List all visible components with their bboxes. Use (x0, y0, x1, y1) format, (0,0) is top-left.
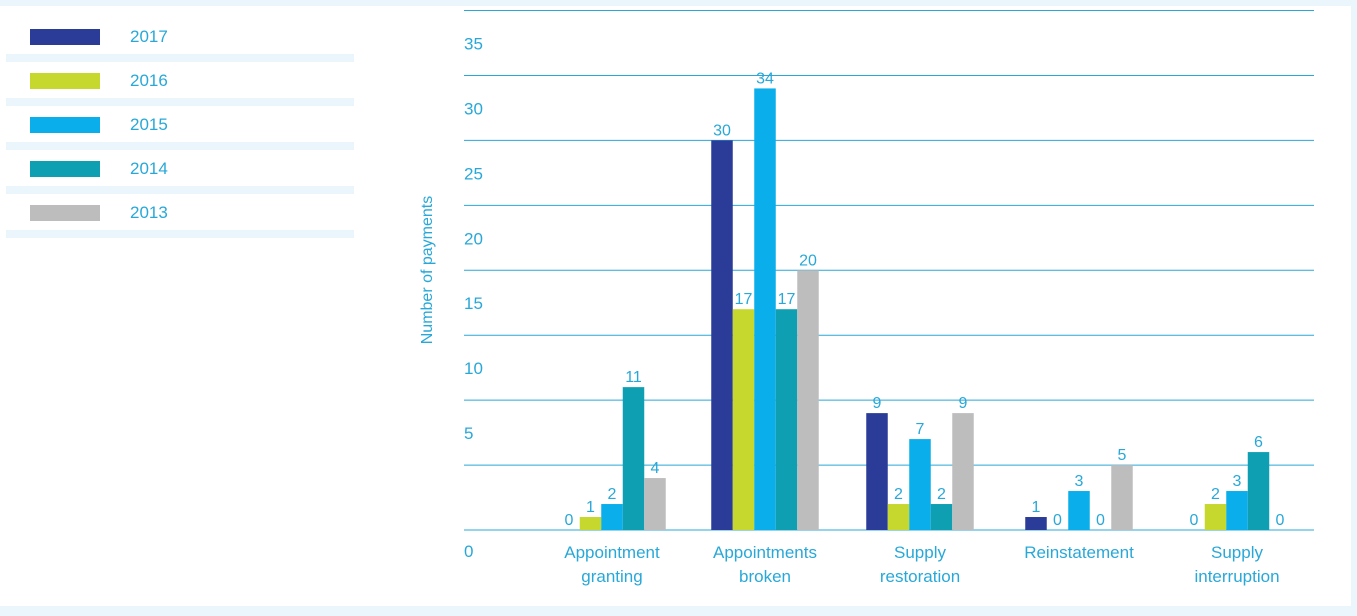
bottom-frame (0, 606, 1357, 616)
y-tick-label: 15 (464, 294, 483, 313)
bar (754, 88, 776, 531)
bar (1204, 504, 1227, 530)
legend-swatch (30, 205, 100, 221)
legend-label: 2015 (130, 115, 168, 134)
top-frame (0, 0, 1357, 6)
right-frame (1351, 0, 1357, 616)
y-tick-label: 25 (464, 164, 483, 183)
legend-item: 2015 (0, 106, 354, 150)
bar-value-label: 1 (1032, 499, 1041, 516)
x-tick-label: Supply interruption (1194, 543, 1279, 586)
bar (866, 413, 888, 530)
bar (644, 478, 666, 530)
bar-value-label: 7 (916, 421, 925, 438)
bar-value-label: 0 (1053, 512, 1062, 529)
bar (1226, 491, 1248, 530)
bar (1247, 452, 1270, 530)
chart-legend: 2017 2016 2015 2014 2013 (0, 18, 354, 238)
bar-value-label: 0 (565, 512, 574, 529)
x-axis-ticks: Appointment granting Appointments broken Sup… (564, 543, 1279, 586)
bar-value-label: 30 (713, 122, 731, 139)
legend-divider (6, 230, 354, 238)
bar-value-label: 0 (1096, 512, 1105, 529)
bar-value-label: 5 (1118, 447, 1127, 464)
bar (1111, 465, 1133, 530)
y-axis-ticks: 0510152025303540 (464, 34, 483, 561)
y-axis-label: Number of payments (419, 196, 436, 345)
legend-item: 2014 (0, 150, 354, 194)
bar (887, 504, 910, 530)
bar-value-label: 6 (1254, 434, 1263, 451)
bar (775, 309, 798, 530)
legend-item: 2017 (0, 18, 354, 62)
bar-value-label: 11 (625, 369, 642, 386)
legend-divider (6, 186, 354, 194)
bar-value-label: 20 (799, 252, 817, 269)
legend-divider (6, 142, 354, 150)
x-tick-label: Supply restoration (880, 543, 960, 586)
legend-swatch (30, 161, 100, 177)
x-tick-label: Appointments broken (713, 543, 817, 586)
legend-divider (6, 54, 354, 62)
bar-value-label: 9 (873, 395, 882, 412)
legend-swatch (30, 29, 100, 45)
bar-value-label: 0 (1190, 512, 1199, 529)
bar (601, 504, 623, 530)
legend-label: 2013 (130, 203, 168, 222)
bar-value-label: 1 (586, 499, 595, 516)
bar (711, 140, 733, 530)
bar (622, 387, 645, 530)
bar-value-label: 3 (1075, 473, 1084, 490)
y-tick-label: 0 (464, 542, 473, 561)
y-tick-label: 10 (464, 359, 483, 378)
bar-value-label: 2 (608, 486, 617, 503)
legend-swatch (30, 117, 100, 133)
bar-value-label: 9 (959, 395, 968, 412)
bar (1068, 491, 1090, 530)
legend-label: 2017 (130, 27, 168, 46)
bar (797, 270, 819, 530)
bar (579, 517, 602, 530)
gridlines (464, 10, 1314, 531)
bar (1025, 517, 1047, 530)
legend-item: 2016 (0, 62, 354, 106)
bar-value-label: 2 (937, 486, 946, 503)
legend-item: 2013 (0, 194, 354, 238)
bar-value-label: 0 (1276, 512, 1285, 529)
bar-value-label: 3 (1233, 473, 1242, 490)
y-tick-label: 30 (464, 99, 483, 118)
bar (909, 439, 931, 530)
bar-value-label: 2 (1211, 486, 1220, 503)
x-tick-label: Appointment granting (564, 543, 660, 586)
legend-label: 2016 (130, 71, 168, 90)
bar (930, 504, 953, 530)
bar-value-label: 17 (778, 291, 796, 308)
bar-value-label: 2 (894, 486, 903, 503)
bar (732, 309, 755, 530)
bar-value-label: 34 (756, 70, 774, 87)
legend-label: 2014 (130, 159, 168, 178)
y-tick-label: 5 (464, 424, 473, 443)
y-tick-label: 35 (464, 34, 483, 53)
y-tick-label: 20 (464, 229, 483, 248)
legend-swatch (30, 73, 100, 89)
bars (579, 88, 1270, 531)
bar (952, 413, 974, 530)
x-tick-label: Reinstatement (1024, 543, 1134, 562)
legend-divider (6, 98, 354, 106)
bar-value-label: 17 (735, 291, 753, 308)
bar-value-label: 4 (651, 460, 660, 477)
